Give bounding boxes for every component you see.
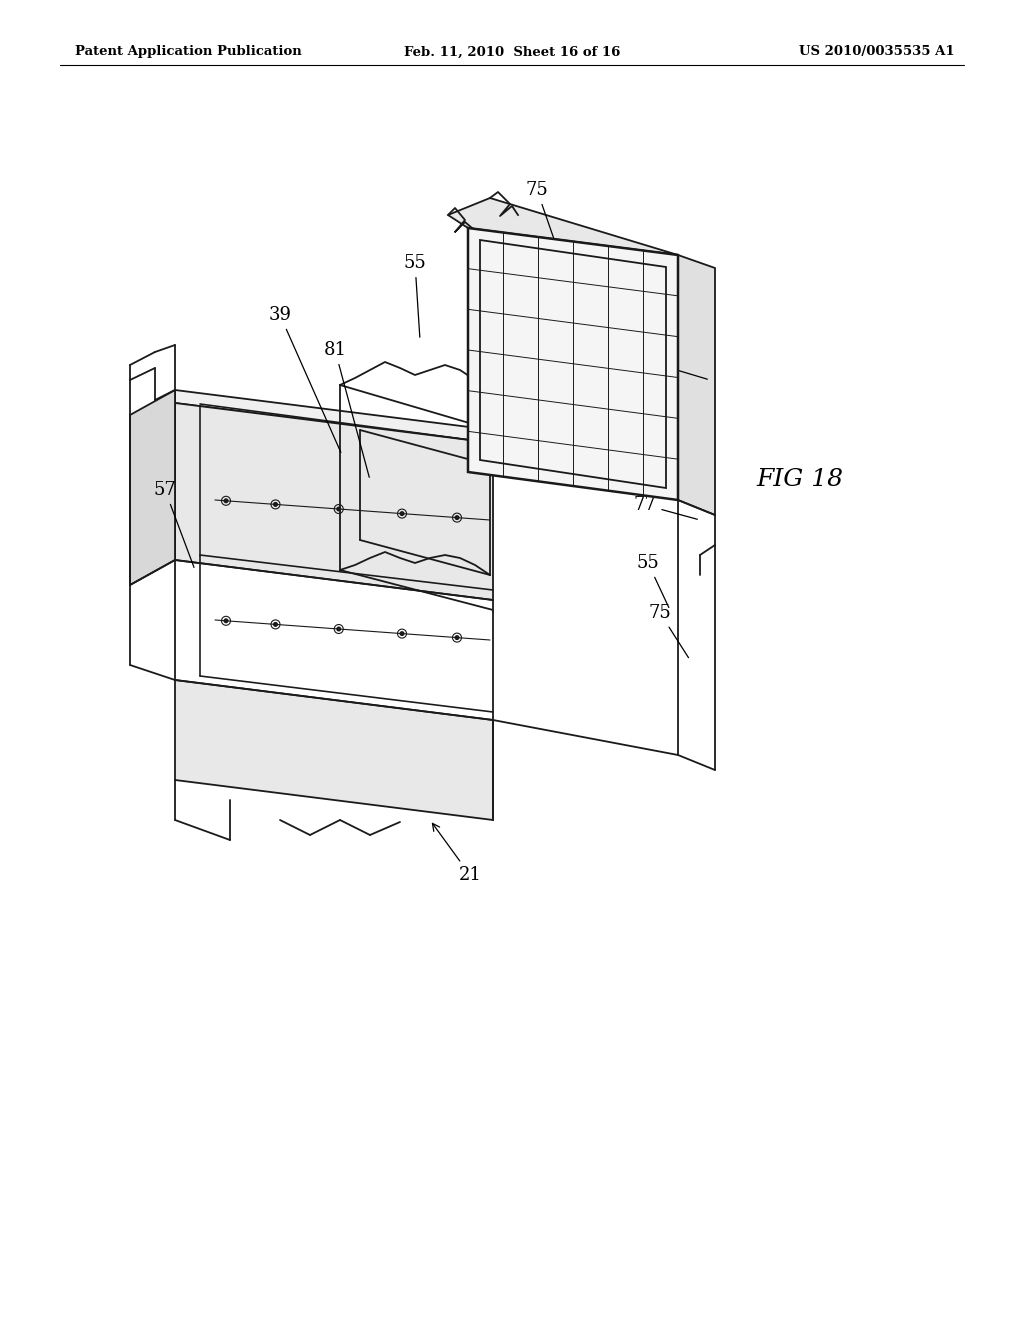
Text: 55: 55 bbox=[637, 554, 669, 607]
Circle shape bbox=[337, 627, 341, 631]
Polygon shape bbox=[175, 403, 493, 601]
Text: 77: 77 bbox=[634, 496, 697, 519]
Polygon shape bbox=[678, 255, 715, 515]
Text: 55: 55 bbox=[403, 253, 426, 337]
Circle shape bbox=[400, 632, 403, 635]
Polygon shape bbox=[175, 389, 493, 444]
Circle shape bbox=[456, 636, 459, 639]
Text: 75: 75 bbox=[648, 605, 688, 657]
Text: 81: 81 bbox=[324, 341, 370, 478]
Circle shape bbox=[273, 503, 278, 506]
Polygon shape bbox=[468, 228, 678, 500]
Circle shape bbox=[273, 623, 278, 626]
Circle shape bbox=[456, 516, 459, 519]
Text: 21: 21 bbox=[432, 824, 481, 884]
Text: 79: 79 bbox=[648, 356, 708, 379]
Circle shape bbox=[224, 619, 227, 623]
Text: Feb. 11, 2010  Sheet 16 of 16: Feb. 11, 2010 Sheet 16 of 16 bbox=[403, 45, 621, 58]
Text: US 2010/0035535 A1: US 2010/0035535 A1 bbox=[800, 45, 955, 58]
Polygon shape bbox=[175, 680, 493, 820]
Polygon shape bbox=[130, 389, 175, 585]
Text: 39: 39 bbox=[268, 306, 341, 453]
Circle shape bbox=[400, 512, 403, 515]
Circle shape bbox=[337, 507, 341, 511]
Polygon shape bbox=[449, 198, 678, 255]
Circle shape bbox=[224, 499, 227, 503]
Text: FIG 18: FIG 18 bbox=[757, 469, 844, 491]
Text: 57: 57 bbox=[154, 480, 194, 568]
Text: 75: 75 bbox=[525, 181, 554, 239]
Text: Patent Application Publication: Patent Application Publication bbox=[75, 45, 302, 58]
